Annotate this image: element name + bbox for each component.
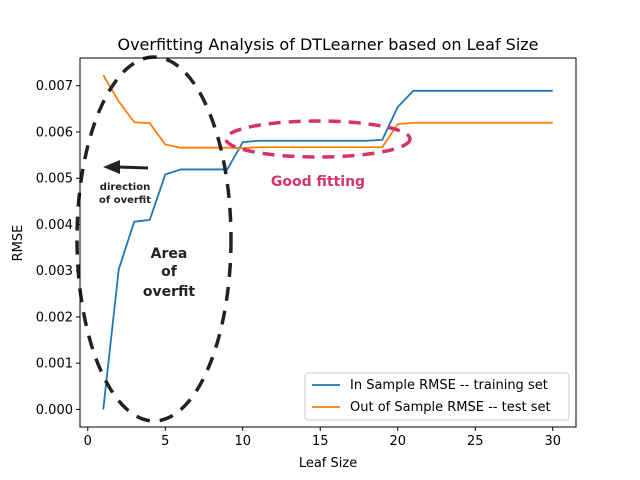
x-tick-label: 30 <box>544 434 561 449</box>
x-tick-label: 15 <box>312 434 329 449</box>
series-line-out-of-sample <box>102 74 553 150</box>
chart-title: Overfitting Analysis of DTLearner based … <box>117 35 538 54</box>
y-tick-label: 0.007 <box>36 79 73 94</box>
direction-label-line2: of overfit <box>99 195 151 206</box>
series-line-in-sample <box>102 89 553 410</box>
area-label-line3: overfit <box>143 284 196 300</box>
x-tick-label: 5 <box>161 434 169 449</box>
x-tick-label: 0 <box>84 434 92 449</box>
overfit-area-ellipse <box>75 55 233 423</box>
y-tick-label: 0.004 <box>36 218 73 233</box>
legend: In Sample RMSE -- training set Out of Sa… <box>304 372 570 421</box>
plot-frame <box>79 57 577 428</box>
direction-label-line1: direction <box>100 182 150 193</box>
direction-arrow <box>103 160 149 174</box>
y-tick-label: 0.001 <box>36 357 73 372</box>
y-tick-label: 0.005 <box>36 172 73 187</box>
axis-ticks: 0 5 10 15 20 25 30 0.000 0.001 0.002 0.003 0.004 0.0… <box>36 79 561 449</box>
y-tick-label: 0.002 <box>36 310 73 325</box>
y-tick-label: 0.003 <box>36 264 73 279</box>
legend-label-in-sample: In Sample RMSE -- training set <box>350 378 548 393</box>
annotations: direction of overfit Area of overfit Goo… <box>75 55 412 423</box>
good-fitting-label: Good fitting <box>271 174 365 190</box>
legend-box <box>304 372 570 421</box>
x-tick-label: 20 <box>389 434 406 449</box>
series-layer <box>102 74 553 410</box>
area-label-line1: Area <box>151 246 188 262</box>
x-axis-label: Leaf Size <box>299 456 357 471</box>
y-tick-label: 0.000 <box>36 403 73 418</box>
y-axis-label: RMSE <box>11 225 26 262</box>
x-tick-label: 10 <box>234 434 251 449</box>
legend-label-out-of-sample: Out of Sample RMSE -- test set <box>350 400 551 415</box>
y-tick-label: 0.006 <box>36 125 73 140</box>
x-tick-label: 25 <box>467 434 484 449</box>
good-fitting-ellipse <box>224 119 412 159</box>
area-label-line2: of <box>161 264 178 280</box>
